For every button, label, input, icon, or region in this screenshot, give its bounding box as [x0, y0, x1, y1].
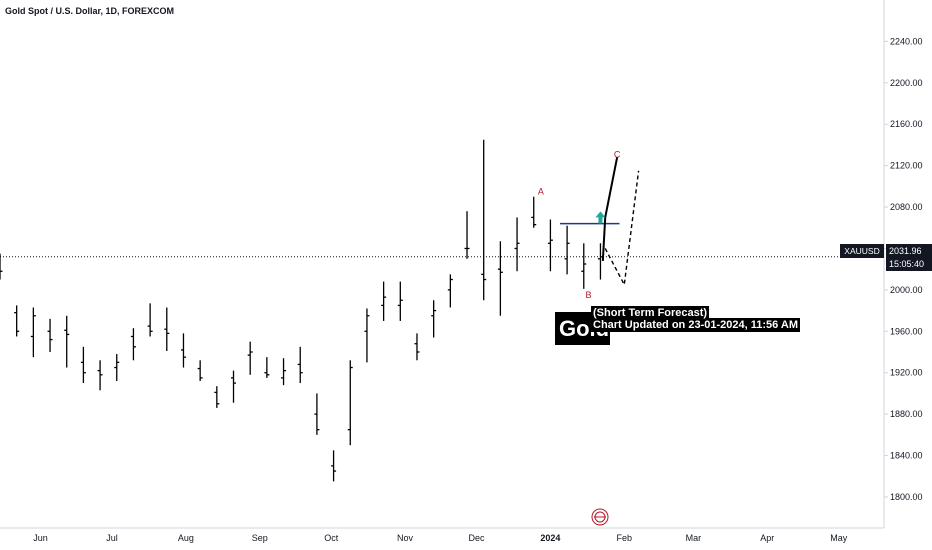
time-tick-label: Aug — [178, 533, 194, 543]
forecast-path-main[interactable] — [601, 157, 619, 261]
forecast-updated-label: Chart Updated on 23-01-2024, 11:56 AM — [591, 318, 800, 332]
ohlc-bar — [80, 346, 86, 384]
ohlc-bar — [14, 305, 20, 337]
ohlc-bar — [164, 307, 170, 351]
ohlc-bar — [564, 225, 570, 275]
ohlc-bar — [130, 328, 136, 361]
ohlc-bar — [331, 450, 337, 482]
ohlc-bar — [381, 281, 387, 321]
ohlc-bar — [597, 243, 603, 280]
wave-label-a[interactable]: A — [538, 187, 544, 197]
time-tick-label: Mar — [686, 533, 702, 543]
ohlc-bar — [547, 219, 553, 272]
price-tick-label: 2160.00 — [890, 119, 923, 129]
time-tick-label: Jun — [33, 533, 48, 543]
ohlc-bar — [281, 358, 287, 386]
price-tick-label: 2000.00 — [890, 285, 923, 295]
time-tick-label: 2024 — [540, 533, 560, 543]
ohlc-bar — [581, 243, 587, 289]
ohlc-bar — [414, 333, 420, 361]
ohlc-bar — [114, 354, 120, 381]
price-axis[interactable]: 2240.002200.002160.002120.002080.002040.… — [884, 36, 923, 502]
time-tick-label: May — [830, 533, 848, 543]
time-tick-label: Dec — [469, 533, 486, 543]
plot-area[interactable]: A B C — [0, 139, 884, 482]
price-tick-label: 1880.00 — [890, 409, 923, 419]
ohlc-bar — [264, 357, 270, 378]
current-price-label: XAUUSD 2031.96 15:05:40 — [840, 244, 932, 272]
ohlc-bar — [247, 341, 253, 375]
ohlc-bar — [431, 300, 437, 338]
bar-countdown-tag: 15:05:40 — [886, 258, 932, 271]
last-price-tag: 2031.96 — [886, 244, 932, 258]
ohlc-bar — [47, 318, 53, 352]
tradingview-logo-icon — [591, 508, 609, 526]
ohlc-bar — [531, 196, 537, 228]
breakout-arrow-icon[interactable] — [595, 211, 606, 224]
ohlc-bar — [180, 333, 186, 368]
ohlc-bar — [231, 370, 237, 403]
time-tick-label: Sep — [252, 533, 268, 543]
ohlc-bar — [30, 307, 36, 358]
price-tick-label: 2200.00 — [890, 78, 923, 88]
symbol-tag: XAUUSD — [840, 244, 884, 258]
ohlc-bar — [464, 211, 470, 259]
forecast-title-label: (Short Term Forecast) — [591, 306, 710, 320]
ohlc-bar — [364, 308, 370, 363]
price-tick-label: 1840.00 — [890, 451, 923, 461]
time-tick-label: Feb — [617, 533, 633, 543]
time-axis[interactable]: Jun Jul Aug Sep Oct Nov Dec 2024 Feb Mar Apr May — [33, 533, 847, 543]
ohlc-bar — [481, 139, 487, 301]
time-tick-label: Apr — [760, 533, 774, 543]
price-tick-label: 1960.00 — [890, 326, 923, 336]
ohlc-bar — [314, 393, 320, 435]
time-tick-label: Jul — [106, 533, 118, 543]
ohlc-bar — [297, 346, 303, 384]
ohlc-bar — [397, 281, 403, 321]
chart-title: Gold Spot / U.S. Dollar, 1D, FOREXCOM — [5, 6, 175, 16]
ohlc-bar — [197, 360, 203, 381]
time-tick-label: Nov — [397, 533, 414, 543]
price-tick-label: 2120.00 — [890, 161, 923, 171]
ohlc-bar — [97, 360, 103, 391]
ohlc-bar — [497, 241, 503, 316]
price-tick-label: 1800.00 — [890, 492, 923, 502]
ohlc-bar — [447, 274, 453, 308]
wave-label-c[interactable]: C — [614, 149, 621, 159]
price-tick-label: 2240.00 — [890, 36, 923, 46]
ohlc-bar — [64, 315, 70, 368]
ohlc-bar — [147, 303, 153, 337]
wave-label-b[interactable]: B — [586, 290, 592, 300]
time-tick-label: Oct — [324, 533, 339, 543]
ohlc-bar — [347, 360, 353, 446]
ohlc-bar — [214, 386, 220, 408]
ohlc-bar — [0, 253, 3, 280]
price-tick-label: 1920.00 — [890, 368, 923, 378]
price-tick-label: 2080.00 — [890, 202, 923, 212]
ohlc-bar — [514, 217, 520, 272]
